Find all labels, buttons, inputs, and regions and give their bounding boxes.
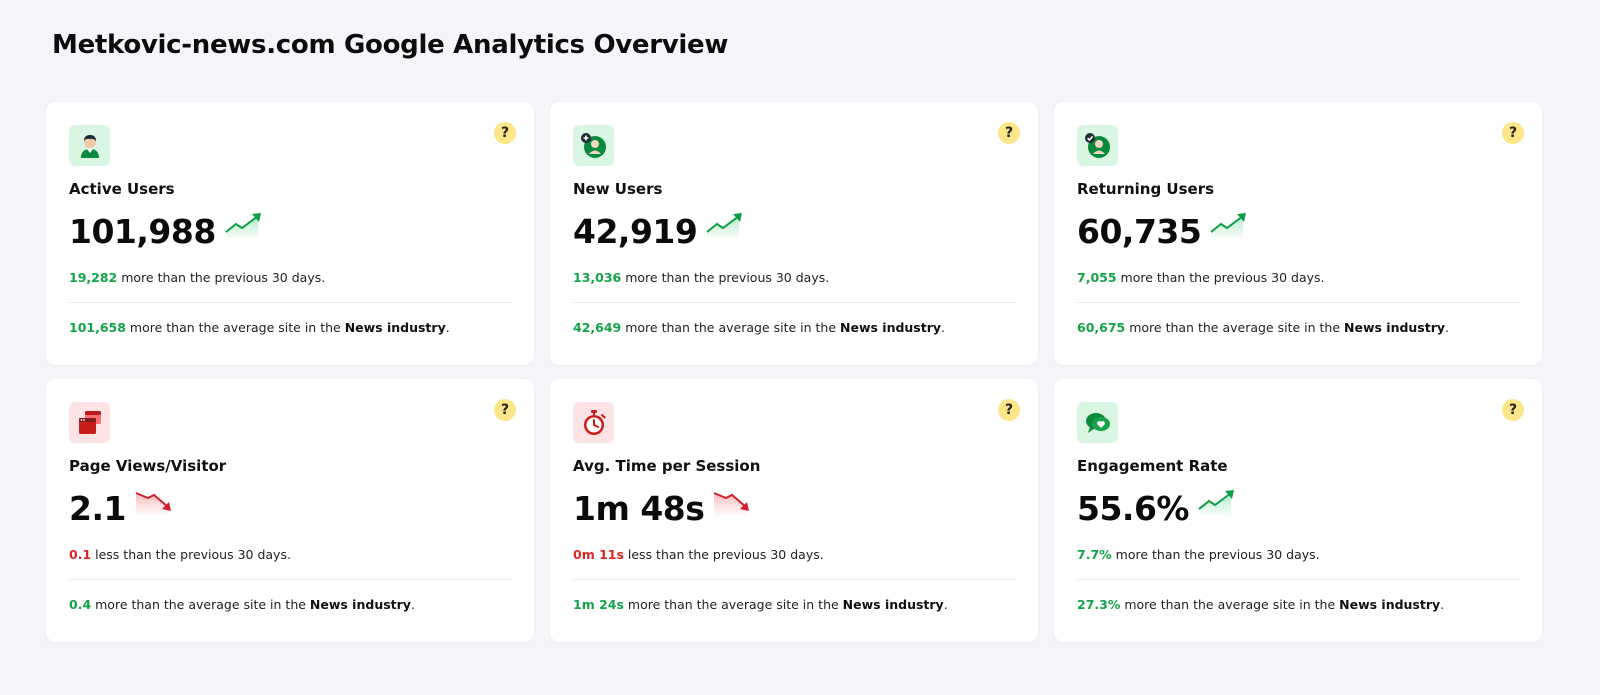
divider [573,579,1016,580]
metric-label: Page Views/Visitor [69,457,227,475]
divider [573,302,1016,303]
help-button[interactable]: ? [494,399,516,421]
industry-name: News industry [840,320,942,335]
metric-value: 101,988 [69,212,216,251]
industry-suffix: . [941,320,946,335]
metric-value: 60,735 [1077,212,1202,251]
change-value: 19,282 [69,270,118,285]
help-button[interactable]: ? [1502,122,1524,144]
industry-text: more than the average site in the [623,597,843,612]
industry-text: more than the average site in the [1125,320,1344,335]
industry-name: News industry [842,597,944,612]
industry-suffix: . [1440,597,1445,612]
metric-value: 2.1 [69,489,126,528]
help-button[interactable]: ? [998,399,1020,421]
change-value: 13,036 [573,270,622,285]
metric-label: Active Users [69,180,175,198]
industry-name: News industry [309,597,411,612]
change-text: more than the previous 30 days. [1111,547,1320,562]
metric-card-returning-users: ? Returning Users 60,735 7,055 more than… [1054,102,1542,365]
change-text: less than the previous 30 days. [91,547,291,562]
change-value: 0.1 [69,547,92,562]
help-button[interactable]: ? [1502,399,1524,421]
industry-value: 42,649 [573,320,622,335]
change-text: more than the previous 30 days. [621,270,830,285]
metric-card-page-views: ? Page Views/Visitor 2.1 0.1 less than t… [46,379,534,642]
trend-up-icon [705,210,745,244]
stopwatch-icon [573,402,614,443]
industry-suffix: . [445,320,450,335]
industry-name: News industry [1339,597,1441,612]
change-value: 7.7% [1077,547,1112,562]
industry-name: News industry [1344,320,1446,335]
trend-up-icon [1197,487,1237,521]
metric-card-engagement-rate: ? Engagement Rate 55.6% 7.7% more than t… [1054,379,1542,642]
metric-value: 42,919 [573,212,698,251]
new-user-icon [573,125,614,166]
metric-value: 1m 48s [573,489,705,528]
trend-down-icon [134,487,174,521]
industry-value: 101,658 [69,320,126,335]
metric-label: Avg. Time per Session [573,457,761,475]
divider [1077,579,1520,580]
metric-card-new-users: ? New Users 42,919 13,036 more than the … [550,102,1038,365]
industry-text: more than the average site in the [91,597,310,612]
metrics-grid: ? Active Users 101,988 19,282 more than … [46,102,1542,642]
divider [1077,302,1520,303]
change-text: more than the previous 30 days. [117,270,326,285]
industry-text: more than the average site in the [1120,597,1340,612]
metric-value: 55.6% [1077,489,1190,528]
metric-label: New Users [573,180,663,198]
industry-name: News industry [344,320,446,335]
trend-down-icon [712,487,752,521]
industry-value: 0.4 [69,597,92,612]
trend-up-icon [1209,210,1249,244]
industry-suffix: . [943,597,948,612]
help-button[interactable]: ? [998,122,1020,144]
change-text: more than the previous 30 days. [1116,270,1325,285]
change-text: less than the previous 30 days. [623,547,824,562]
metric-card-active-users: ? Active Users 101,988 19,282 more than … [46,102,534,365]
page-title: Metkovic-news.com Google Analytics Overv… [52,30,729,60]
user-icon [69,125,110,166]
returning-user-icon [1077,125,1118,166]
metric-label: Engagement Rate [1077,457,1228,475]
change-value: 0m 11s [573,547,624,562]
trend-up-icon [224,210,264,244]
industry-value: 1m 24s [573,597,624,612]
change-value: 7,055 [1077,270,1117,285]
help-button[interactable]: ? [494,122,516,144]
industry-text: more than the average site in the [621,320,840,335]
industry-suffix: . [410,597,415,612]
metric-card-avg-time: ? Avg. Time per Session 1m 48s 0m 11s le… [550,379,1038,642]
chat-heart-icon [1077,402,1118,443]
industry-suffix: . [1445,320,1450,335]
metric-label: Returning Users [1077,180,1215,198]
divider [69,579,512,580]
industry-text: more than the average site in the [125,320,345,335]
browser-windows-icon [69,402,110,443]
industry-value: 60,675 [1077,320,1126,335]
divider [69,302,512,303]
industry-value: 27.3% [1077,597,1121,612]
